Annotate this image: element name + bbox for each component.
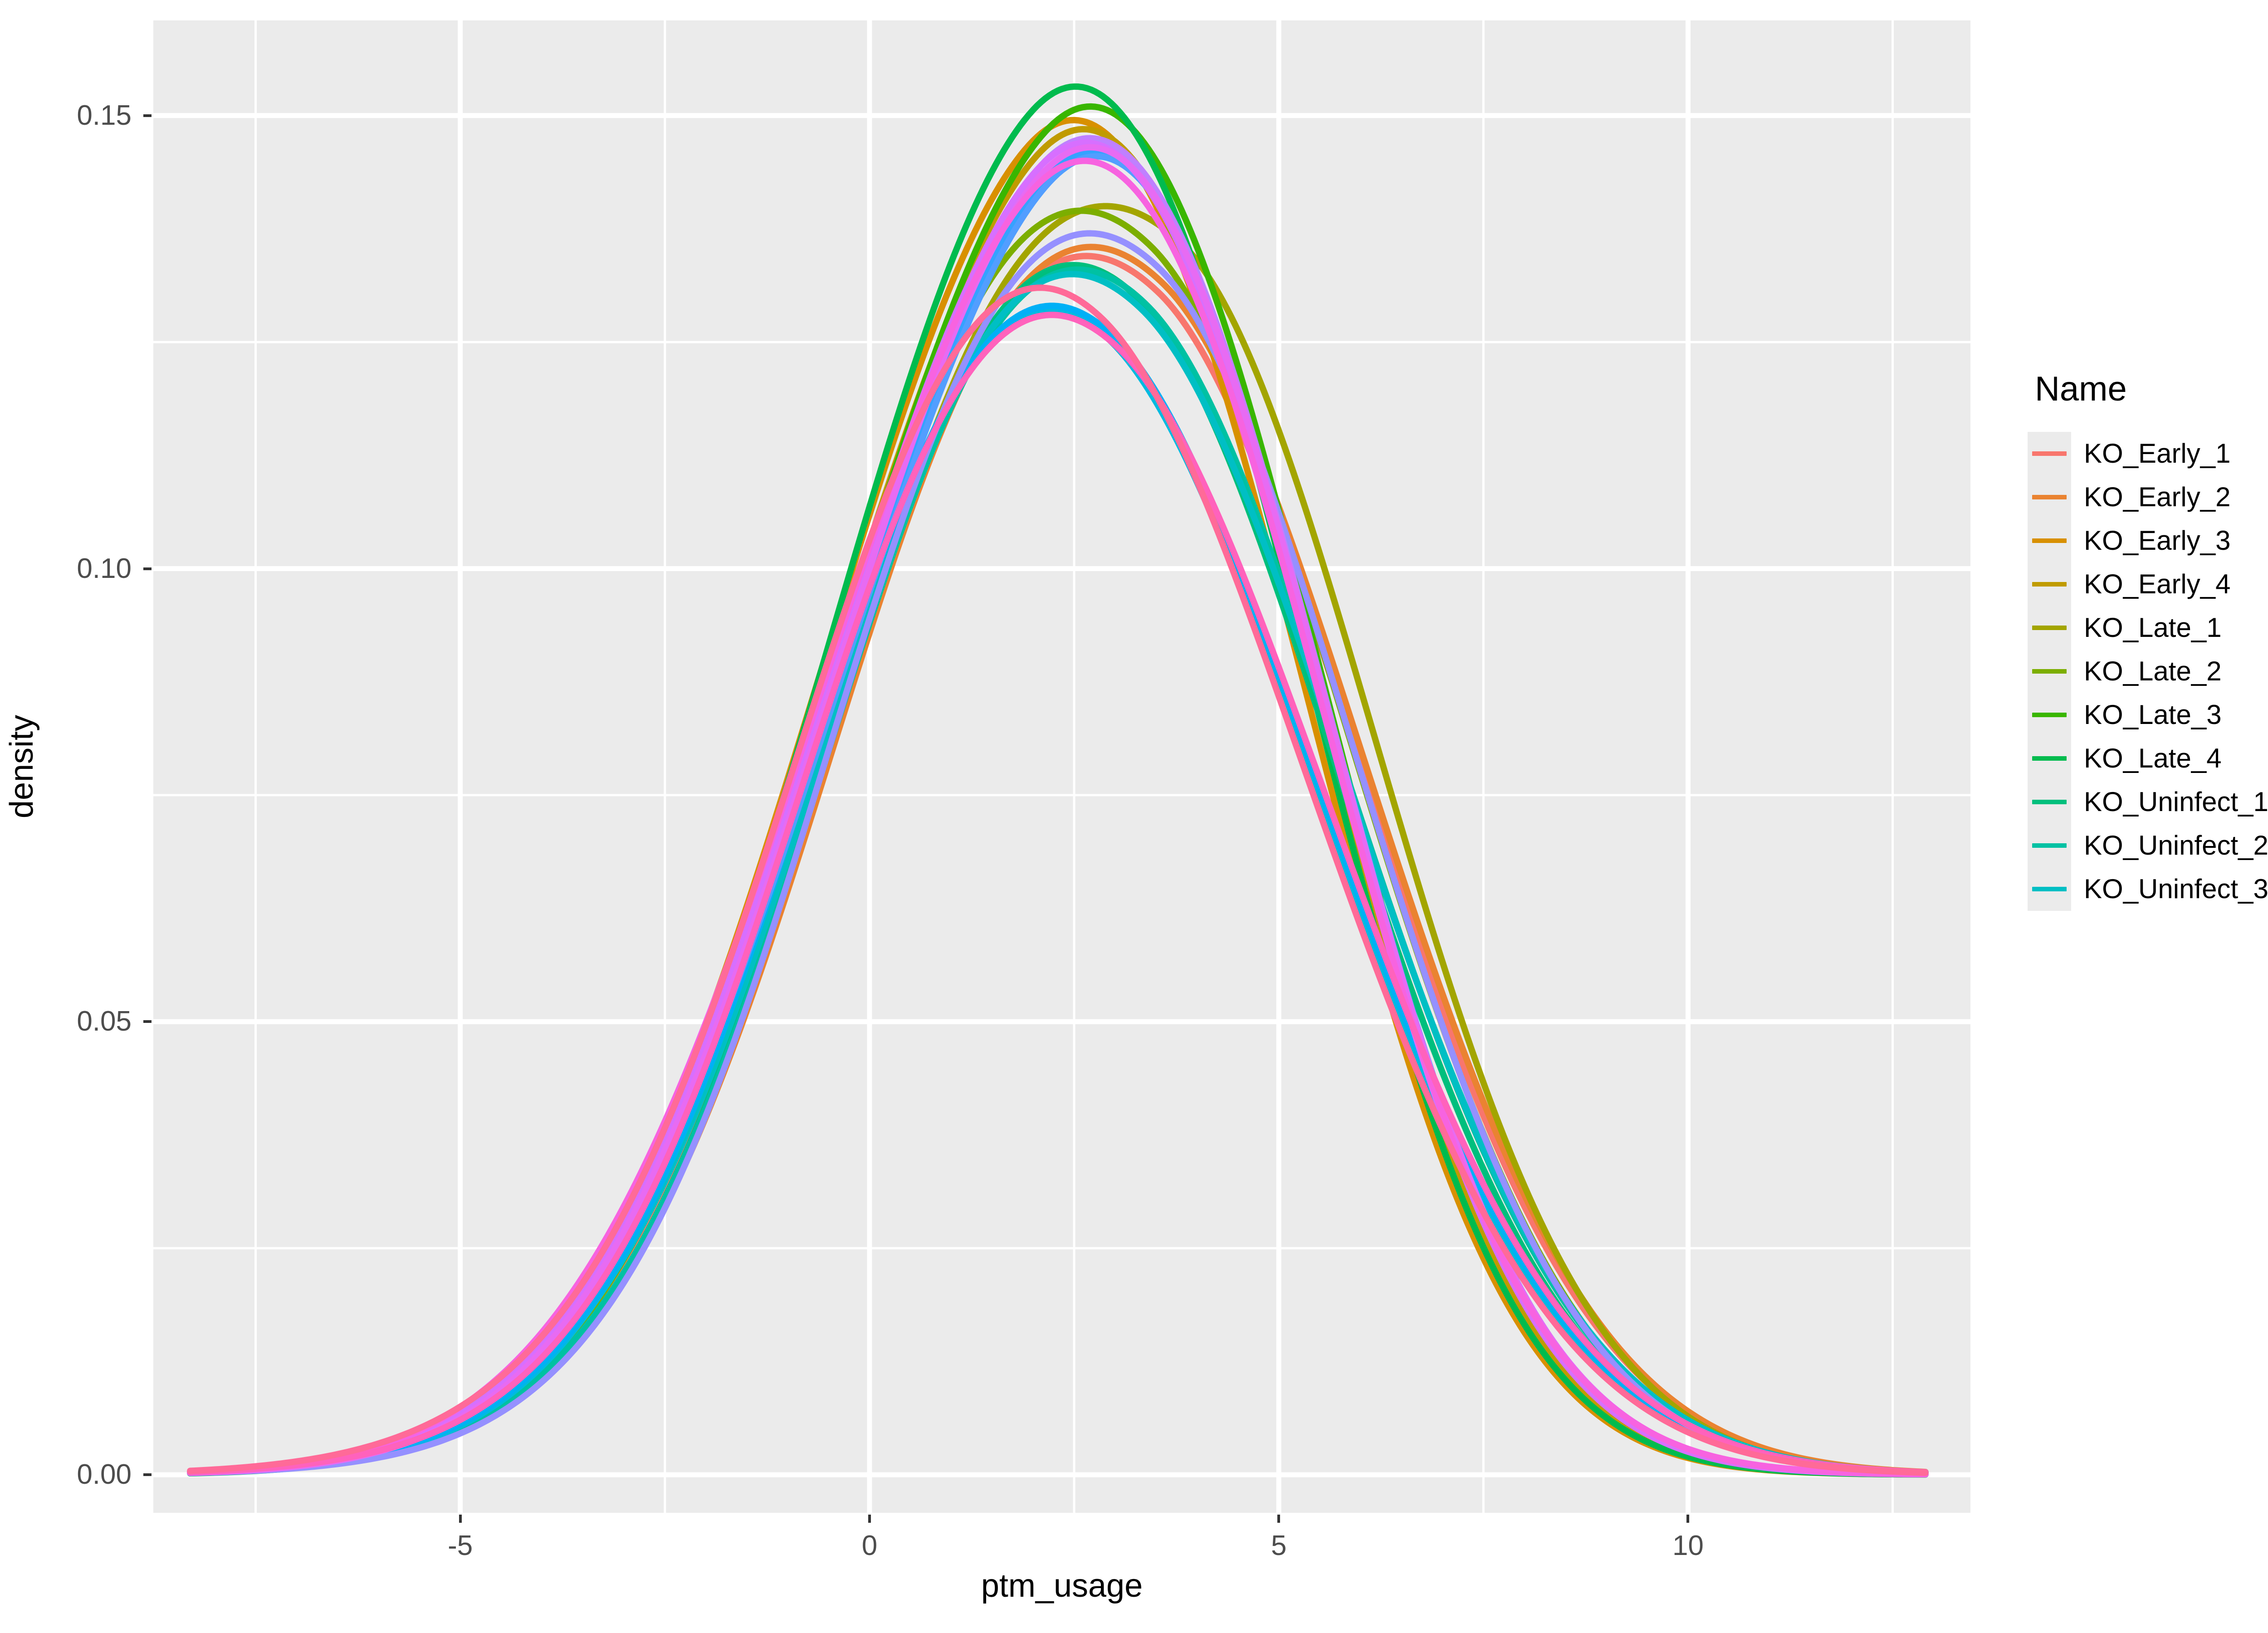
legend-item-label: KO_Early_2 [2084, 482, 2231, 512]
legend-key-swatch [2028, 780, 2071, 824]
density-curve [187, 284, 1929, 1476]
legend-line-icon [2032, 843, 2067, 848]
legend-line-icon [2032, 451, 2067, 456]
density-curve [187, 83, 1929, 1478]
density-curve [187, 148, 1929, 1478]
legend-item-label: KO_Uninfect_2 [2084, 830, 2268, 861]
plot-panel [153, 20, 1970, 1513]
legend-columns: KO_Early_1 KO_Early_2 KO_Early_3 KO_Early_4… [2028, 432, 2268, 911]
legend: Name KO_Early_1 KO_Early_2 KO_Early_3 KO_Ea… [2028, 372, 2268, 911]
legend-line-icon [2032, 713, 2067, 717]
density-curves-svg [153, 20, 1970, 1513]
density-curve [187, 207, 1929, 1476]
legend-key-swatch [2028, 737, 2071, 780]
density-curve [187, 153, 1929, 1477]
legend-key-swatch [2028, 519, 2071, 562]
x-tick-mark [459, 1515, 462, 1523]
legend-line-icon [2032, 495, 2067, 499]
x-tick-mark [1686, 1515, 1690, 1523]
legend-line-icon [2032, 582, 2067, 587]
legend-item-label: KO_Uninfect_1 [2084, 787, 2268, 817]
legend-item-label: KO_Late_4 [2084, 743, 2222, 773]
legend-item-ko-early-4[interactable]: KO_Early_4 [2028, 562, 2268, 606]
legend-item-ko-late-4[interactable]: KO_Late_4 [2028, 737, 2268, 780]
density-curve [187, 117, 1929, 1478]
legend-key-swatch [2028, 650, 2071, 693]
legend-item-label: KO_Early_4 [2084, 569, 2231, 599]
legend-line-icon [2032, 756, 2067, 761]
legend-item-label: KO_Early_1 [2084, 438, 2231, 469]
legend-key-swatch [2028, 475, 2071, 519]
density-curve [187, 203, 1929, 1476]
y-tick-label: 0.15 [77, 99, 132, 131]
y-axis-title: density [0, 20, 44, 1513]
legend-line-icon [2032, 538, 2067, 543]
legend-item-ko-uninfect-3[interactable]: KO_Uninfect_3 [2028, 867, 2268, 911]
legend-line-icon [2032, 626, 2067, 630]
legend-item-label: KO_Uninfect_3 [2084, 874, 2268, 904]
density-curve [187, 271, 1929, 1476]
density-curve [187, 253, 1929, 1476]
x-tick-label: 10 [1672, 1530, 1704, 1561]
legend-item-label: KO_Late_3 [2084, 699, 2222, 730]
density-curve [187, 144, 1929, 1477]
y-tick-label: 0.05 [77, 1006, 132, 1037]
density-curve [187, 312, 1929, 1476]
legend-key-swatch [2028, 606, 2071, 650]
x-tick-mark [1277, 1515, 1281, 1523]
y-tick-label: 0.10 [77, 552, 132, 584]
legend-item-ko-early-3[interactable]: KO_Early_3 [2028, 519, 2268, 562]
legend-item-ko-late-1[interactable]: KO_Late_1 [2028, 606, 2268, 650]
legend-key-swatch [2028, 693, 2071, 737]
legend-item-ko-early-1[interactable]: KO_Early_1 [2028, 432, 2268, 475]
y-tick-mark [143, 1473, 152, 1477]
x-tick-label: 5 [1271, 1530, 1287, 1561]
density-curve [187, 262, 1929, 1477]
density-curve [187, 157, 1929, 1477]
legend-key-swatch [2028, 867, 2071, 911]
legend-item-ko-early-2[interactable]: KO_Early_2 [2028, 475, 2268, 519]
y-axis-title-text: density [4, 714, 40, 819]
legend-key-swatch [2028, 432, 2071, 475]
x-tick-mark [868, 1515, 871, 1523]
legend-line-icon [2032, 669, 2067, 674]
x-tick-label: 0 [861, 1530, 878, 1561]
legend-key-swatch [2028, 562, 2071, 606]
x-axis-title: ptm_usage [981, 1568, 1143, 1604]
density-curve [187, 303, 1929, 1476]
y-tick-mark [143, 1020, 152, 1023]
y-tick-mark [143, 114, 152, 117]
legend-item-ko-late-3[interactable]: KO_Late_3 [2028, 693, 2268, 737]
legend-item-label: KO_Late_2 [2084, 656, 2222, 686]
legend-line-icon [2032, 800, 2067, 804]
y-tick-mark [143, 567, 152, 570]
legend-item-label: KO_Late_1 [2084, 612, 2222, 643]
legend-item-label: KO_Early_3 [2084, 525, 2231, 556]
legend-line-icon [2032, 887, 2067, 891]
density-curve [187, 266, 1929, 1476]
legend-column: KO_Early_1 KO_Early_2 KO_Early_3 KO_Early_4… [2028, 432, 2268, 911]
density-curve [187, 230, 1929, 1477]
density-curve [187, 307, 1929, 1476]
legend-item-ko-uninfect-1[interactable]: KO_Uninfect_1 [2028, 780, 2268, 824]
density-curve [187, 244, 1929, 1476]
legend-item-ko-late-2[interactable]: KO_Late_2 [2028, 650, 2268, 693]
legend-title: Name [2035, 370, 2127, 408]
density-curve [187, 126, 1929, 1478]
legend-item-ko-uninfect-2[interactable]: KO_Uninfect_2 [2028, 824, 2268, 867]
y-tick-label: 0.00 [77, 1459, 132, 1491]
density-curve [187, 135, 1929, 1478]
x-tick-label: -5 [448, 1530, 473, 1561]
legend-key-swatch [2028, 824, 2071, 867]
